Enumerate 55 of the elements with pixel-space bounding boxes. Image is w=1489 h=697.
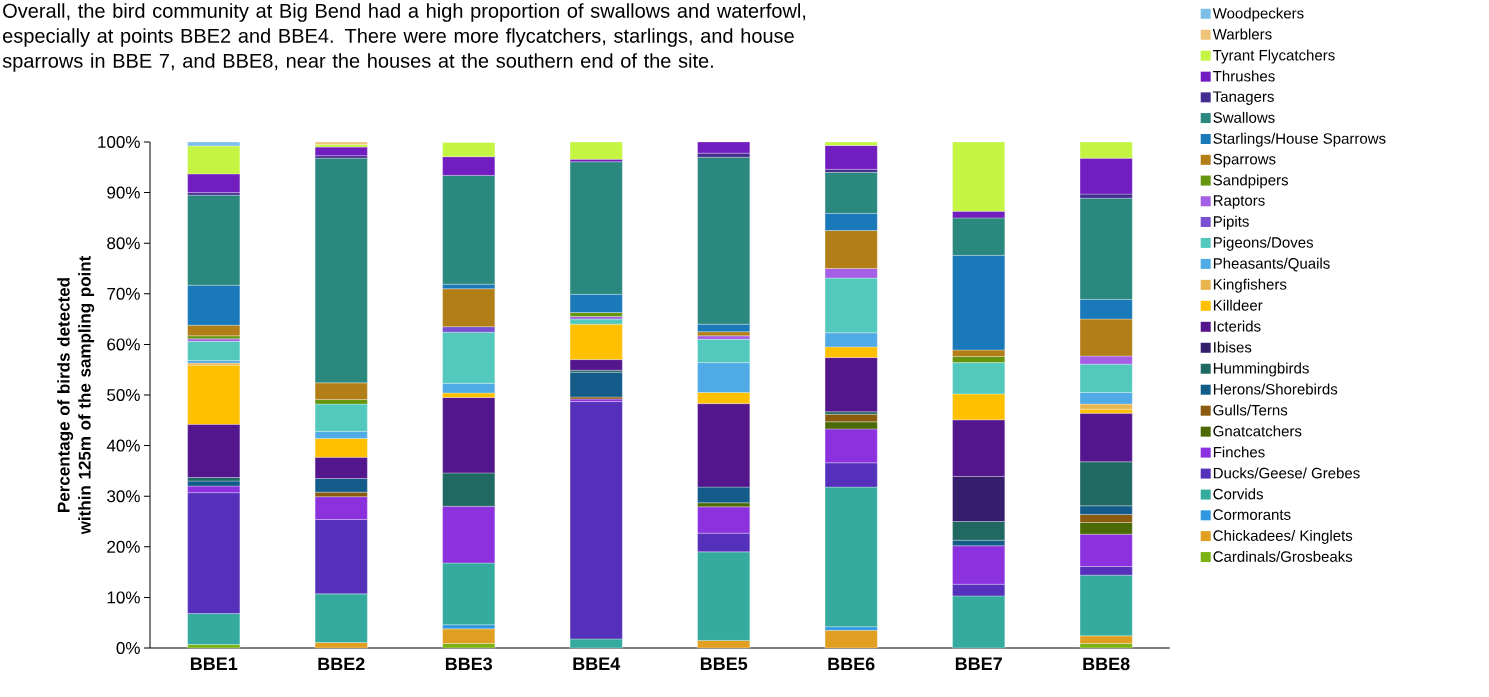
y-tick-label: 90% [107,186,140,199]
legend-label: Tyrant Flycatchers [1213,49,1335,64]
legend-label: Starlings/House Sparrows [1213,132,1386,147]
x-tick-label: BBE1 [190,657,238,670]
x-tick-label: BBE5 [700,657,748,671]
x-tick-label: BBE8 [1083,657,1130,671]
legend-label: Killdeer [1213,299,1263,311]
bar [569,372,623,398]
legend-label: Herons/Shorebirds [1213,383,1338,395]
bar [824,145,878,170]
bar [697,141,750,154]
y-tick-label: 50% [107,388,140,402]
legend-label: Warblers [1212,28,1272,40]
legend-label: Thrushes [1213,70,1275,82]
legend-label: Kingfishers [1213,278,1287,293]
bar [569,141,623,160]
legend-label: Sandpipers [1213,174,1289,189]
y-tick-label: 40% [106,439,140,452]
legend-label: Sparrows [1213,153,1276,168]
x-tick-label: BBE3 [445,657,493,671]
bar [187,341,241,361]
bar [824,630,878,649]
y-tick-label: 60% [107,338,140,351]
x-tick-label: BBE7 [955,657,1002,670]
legend-label: Icterids [1214,320,1261,332]
text: Overall, the bird community at Big Bend had a high proportion of swallows and waterfowl, especially at points BBE2 and BBE4. There were more flycatchers, starlings, and house sparrows in BBE 7, and BBE8, near the houses at the southern end of the site. [2,3,806,72]
legend-label: Finches [1213,446,1265,458]
x-tick-label: BBE4 [573,657,621,670]
legend-label: Ibises [1214,341,1252,353]
legend-label: Pigeons/Doves [1213,236,1314,251]
legend-label: Tanagers [1213,91,1274,105]
y-axis-title: Percentage of birds detected within 125m of the sampling point [57,255,95,535]
legend-label: Swallows [1213,111,1275,123]
y-tick-label: 30% [107,490,140,503]
legend-label: Cormorants [1213,509,1291,520]
y-tick-label: 10% [107,591,140,604]
legend-label: Woodpeckers [1212,7,1304,22]
legend-label: Pheasants/Quails [1213,257,1330,272]
legend-label: Gulls/Terns [1213,404,1288,416]
legend-label: Hummingbirds [1213,362,1309,377]
y-tick-label: 20% [107,540,140,553]
x-tick-label: BBE2 [318,657,365,671]
y-tick-label: 80% [107,237,140,250]
x-tick-label: BBE6 [828,657,875,671]
y-tick-label: 100% [98,135,140,149]
legend-label: Chickadees/ Kinglets [1213,529,1353,544]
legend-label: Corvids [1213,488,1263,500]
y-tick-label: 0% [116,641,140,655]
legend-label: Gnatcatchers [1213,425,1302,437]
y-tick-label: 70% [107,287,140,300]
legend-label: Raptors [1213,195,1265,209]
bar [314,146,368,156]
legend-label: Ducks/Geese/ Grebes [1213,467,1360,479]
legend-label: Cardinals/Grosbeaks [1213,550,1353,562]
legend-label: Pipits [1213,215,1249,230]
